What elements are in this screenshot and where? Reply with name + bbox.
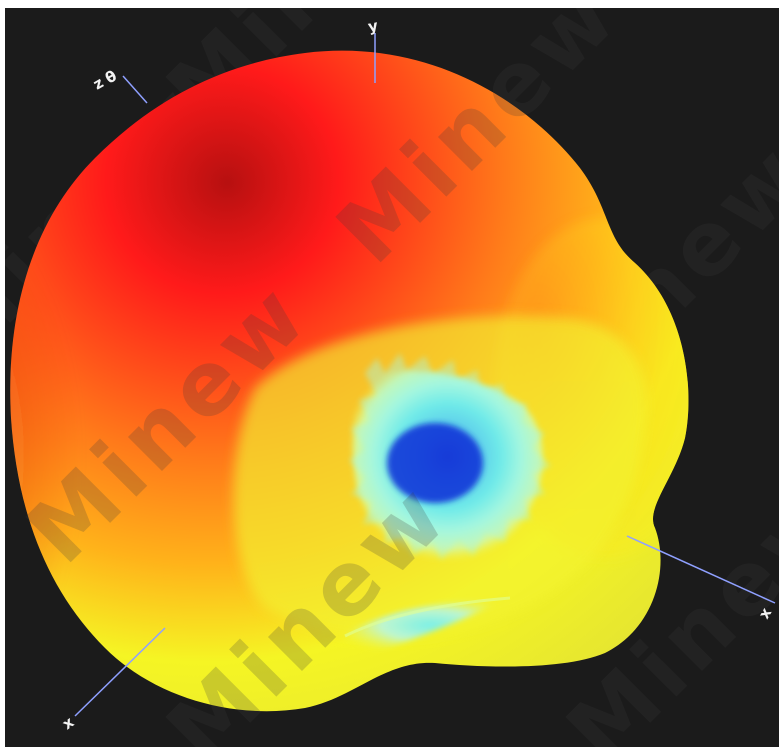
z-axis-secondary-label: θ — [102, 67, 120, 88]
x-axis-label: x — [59, 713, 78, 733]
3d-plot-canvas[interactable]: Minew Minew Minew Minew — [5, 8, 779, 747]
radiation-pattern-svg: Minew Minew Minew Minew — [5, 8, 779, 747]
x-axis-line — [74, 627, 166, 717]
x-axis-negative-line — [626, 535, 776, 604]
radiation-pattern-surface[interactable] — [5, 50, 715, 712]
y-axis-label: y — [367, 16, 380, 35]
z-axis-line — [122, 75, 148, 104]
